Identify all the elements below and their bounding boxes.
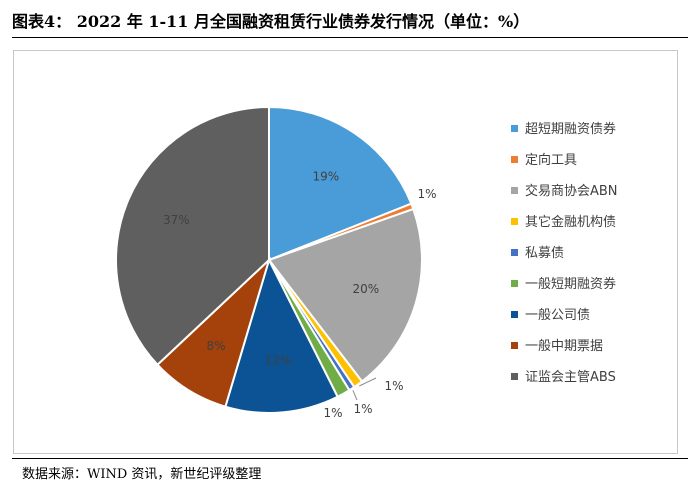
- legend-label: 超短期融资债券: [525, 121, 616, 137]
- legend-label: 一般短期融资券: [525, 276, 616, 292]
- legend-swatch: [511, 249, 518, 256]
- legend-swatch: [511, 156, 518, 163]
- leader-lines: [352, 377, 377, 401]
- data-label: 1%: [384, 379, 403, 393]
- data-label: 20%: [352, 282, 379, 296]
- chart-title: 图表4： 2022 年 1-11 月全国融资租赁行业债券发行情况（单位：%）: [12, 12, 530, 31]
- legend-swatch: [511, 342, 518, 349]
- data-label: 8%: [206, 339, 225, 353]
- legend-label: 证监会主管ABS: [525, 370, 616, 385]
- source-divider: [12, 458, 688, 459]
- chart-frame: 19% 1% 20% 1% 1% 1% 12% 8% 37% 超短期融资债券 定向工具交易商协会A…: [13, 50, 678, 454]
- legend-label: 一般公司债: [525, 307, 590, 323]
- title-divider: [12, 37, 688, 38]
- legend-swatch: [511, 280, 518, 287]
- pie-slice: [267, 207, 423, 383]
- data-label: 1%: [417, 187, 436, 201]
- data-labels: 19% 1% 20% 1% 1% 1% 12% 8% 37%: [163, 170, 437, 421]
- pie-slices: [115, 105, 423, 414]
- pie-chart: 19% 1% 20% 1% 1% 1% 12% 8% 37% 超短期融资债券定向工具交易商协会A…: [115, 105, 618, 421]
- data-label: 37%: [163, 213, 190, 227]
- legend-swatch: [511, 187, 518, 194]
- legend-label: 交易商协会ABN: [525, 183, 618, 199]
- pie-slice: [268, 105, 413, 262]
- data-label: 1%: [323, 406, 342, 420]
- data-label: 12%: [265, 354, 292, 368]
- data-label: 19%: [312, 170, 339, 184]
- data-label: 1%: [353, 402, 372, 416]
- leader-line: [352, 390, 358, 401]
- legend-label: 其它金融机构债: [525, 214, 616, 230]
- legend-swatch: [511, 311, 518, 318]
- legend-swatch: [511, 373, 518, 380]
- pie-slice: [224, 257, 339, 414]
- legend-swatch: [511, 125, 518, 132]
- legend-swatch: [511, 218, 518, 225]
- legend-label: 私募债: [525, 246, 564, 261]
- legend-label: 定向工具: [525, 152, 577, 168]
- source-note: 数据来源：WIND 资讯，新世纪评级整理: [22, 467, 262, 482]
- pie-slice: [115, 105, 270, 367]
- leader-line: [359, 377, 377, 387]
- legend-label: 一般中期票据: [525, 338, 603, 354]
